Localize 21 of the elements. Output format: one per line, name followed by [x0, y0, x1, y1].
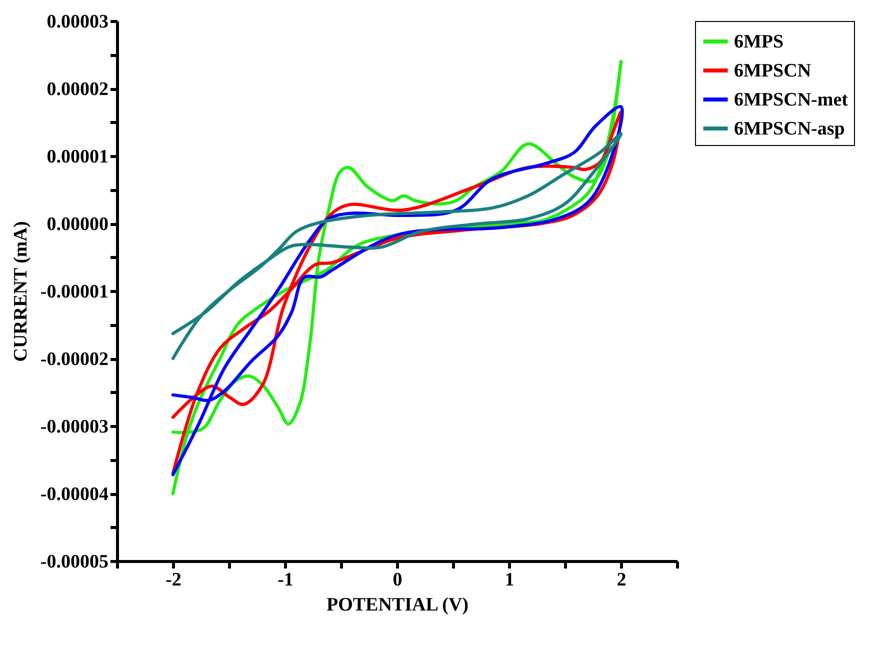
y-tick-label: 0.00003 — [46, 12, 108, 32]
y-tick-label: 0.00001 — [46, 146, 108, 168]
legend-label: 6MPSCN-met — [734, 90, 849, 110]
y-tick-label: -0.00001 — [40, 282, 108, 302]
y-axis-title: CURRENT (mA) — [10, 221, 32, 362]
y-tick-label: 0.00000 — [46, 214, 108, 235]
legend-label: 6MPSCN — [734, 60, 812, 82]
y-tick-label: 0.00002 — [46, 79, 108, 100]
line-series — [171, 132, 623, 360]
x-tick-label: 1 — [504, 570, 514, 590]
y-tick-label: -0.00002 — [40, 349, 108, 370]
legend-label: 6MPSCN-asp — [734, 118, 845, 140]
x-tick-label: -1 — [278, 570, 294, 590]
y-tick-label: -0.00003 — [40, 416, 108, 438]
x-tick-label: 0 — [392, 570, 402, 590]
x-axis-title: POTENTIAL (V) — [326, 594, 468, 616]
y-tick-label: -0.00005 — [40, 552, 108, 572]
x-tick-label: 2 — [616, 570, 626, 590]
x-tick-label: -2 — [166, 570, 182, 590]
y-tick-label: -0.00004 — [40, 484, 109, 505]
legend-label: 6MPS — [734, 32, 784, 52]
